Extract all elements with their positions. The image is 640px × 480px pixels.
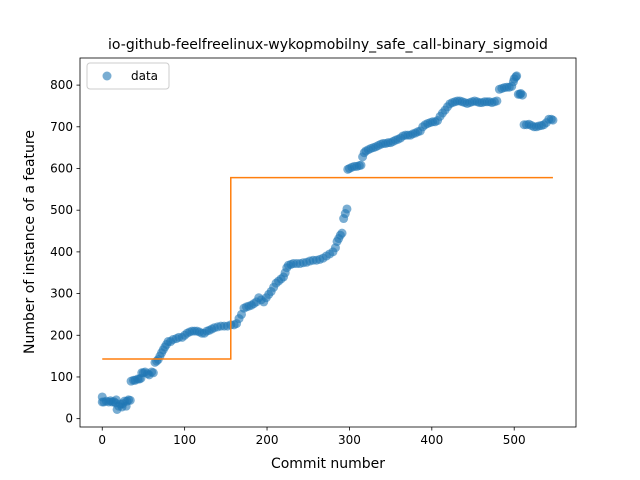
data-point (148, 368, 158, 378)
y-tick-label: 400 (50, 245, 73, 259)
plot-frame (79, 57, 577, 428)
x-tick-label: 300 (338, 433, 361, 447)
data-point (125, 395, 135, 405)
y-axis-label: Number of instance of a feature (22, 130, 38, 354)
x-tick-label: 500 (503, 433, 526, 447)
y-tick-label: 200 (50, 328, 73, 342)
legend: data (86, 62, 170, 90)
y-tick-label: 0 (65, 412, 73, 426)
x-tick-label: 100 (173, 433, 196, 447)
legend-box (86, 62, 170, 90)
legend-label: data (131, 69, 158, 83)
y-tick-label: 700 (50, 120, 73, 134)
data-point (517, 90, 527, 100)
data-point (512, 71, 522, 81)
data-point (492, 96, 502, 106)
y-tick-label: 100 (50, 370, 73, 384)
fit-line (102, 176, 553, 360)
data-point (342, 204, 352, 214)
y-tick-label: 800 (50, 78, 73, 92)
x-tick-label: 200 (256, 433, 279, 447)
data-point (548, 115, 558, 125)
data-point (356, 160, 366, 170)
chart-title: io-github-feelfreelinux-wykopmobilny_saf… (108, 37, 548, 53)
y-tick-label: 300 (50, 287, 73, 301)
x-tick-label: 400 (420, 433, 443, 447)
data-point (337, 228, 347, 238)
x-axis-label: Commit number (271, 456, 385, 472)
y-tick-label: 600 (50, 161, 73, 175)
y-tick-label: 500 (50, 203, 73, 217)
x-tick-label: 0 (98, 433, 106, 447)
legend-marker (102, 71, 112, 81)
